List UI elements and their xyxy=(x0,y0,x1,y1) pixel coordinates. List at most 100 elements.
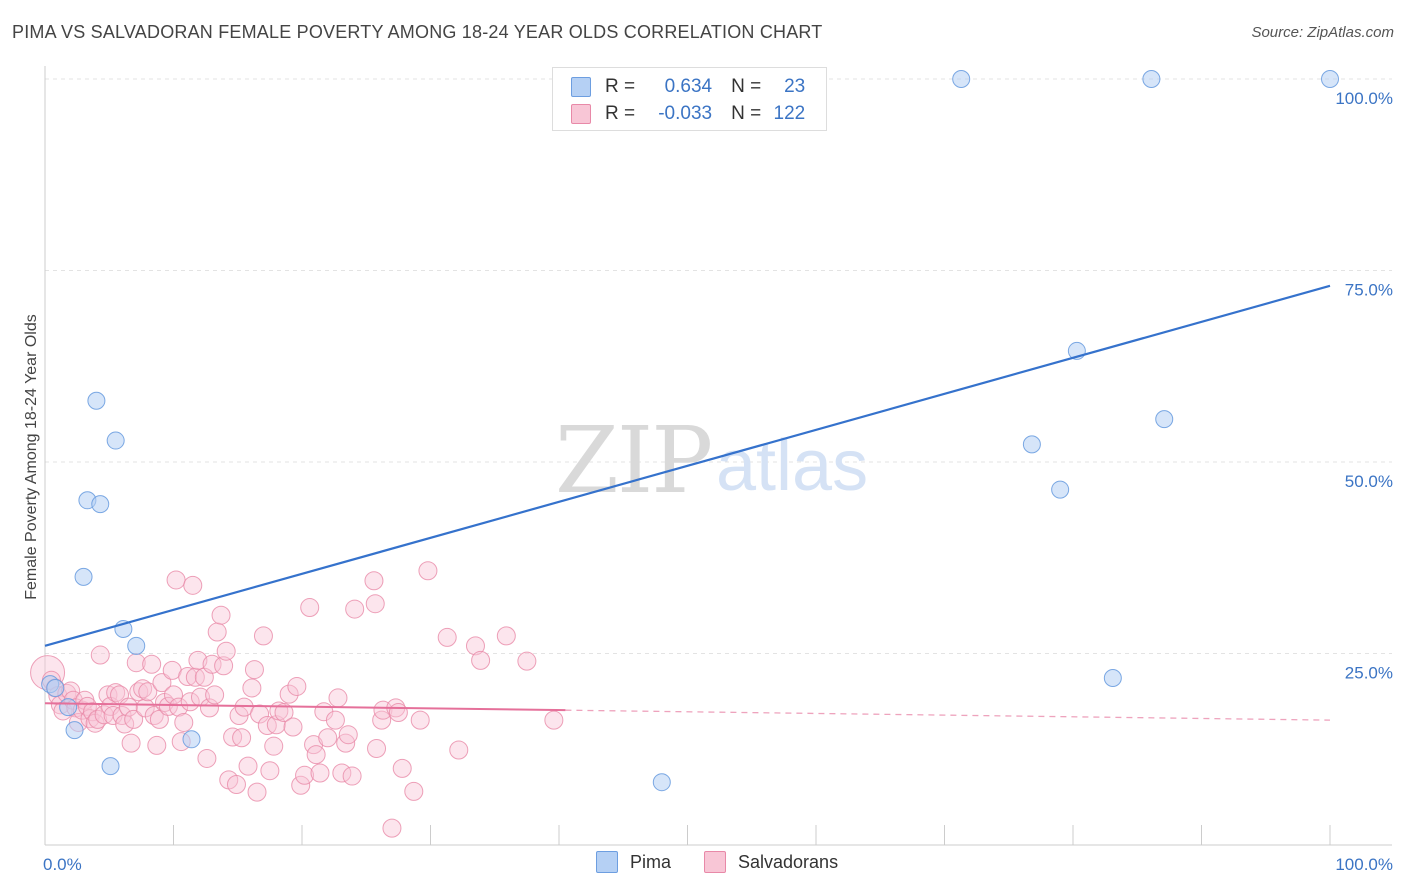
data-point-pima xyxy=(59,698,78,717)
bottom-legend-salvadorans: Salvadorans xyxy=(704,851,838,873)
data-point-pima xyxy=(74,567,93,586)
data-point-salvadorans xyxy=(253,626,273,646)
y-tick-label: 25.0% xyxy=(1345,664,1393,683)
watermark-atlas: atlas xyxy=(716,426,868,506)
bottom-legend-swatch-salvadorans xyxy=(704,851,726,873)
bottom-legend-label-pima: Pima xyxy=(630,851,672,872)
y-tick-label: 75.0% xyxy=(1345,281,1393,300)
data-point-salvadorans xyxy=(318,728,338,748)
data-point-salvadorans xyxy=(287,676,307,696)
data-point-pima xyxy=(87,391,106,410)
legend-swatch-pima xyxy=(571,77,591,97)
axes xyxy=(44,66,1392,846)
data-point-salvadorans xyxy=(449,740,469,760)
data-point-salvadorans xyxy=(517,651,537,671)
data-point-salvadorans xyxy=(166,570,186,590)
data-point-salvadorans xyxy=(264,736,284,756)
watermark: ZIP atlas xyxy=(555,407,868,514)
data-point-salvadorans xyxy=(133,679,153,699)
correlation-legend: R = 0.634 N = 23 R = -0.033 N = 122 xyxy=(552,67,827,131)
watermark-zip: ZIP xyxy=(555,407,711,514)
data-point-pima xyxy=(101,757,120,776)
data-point-salvadorans xyxy=(300,598,320,618)
data-point-salvadorans xyxy=(372,710,392,730)
data-point-salvadorans xyxy=(274,702,294,722)
chart-title: PIMA VS SALVADORAN FEMALE POVERTY AMONG … xyxy=(12,22,823,42)
data-point-pima xyxy=(127,636,146,655)
data-point-salvadorans xyxy=(211,605,231,625)
data-point-pima xyxy=(1321,70,1339,88)
data-point-salvadorans xyxy=(544,710,564,730)
data-point-salvadorans xyxy=(365,594,385,614)
x-tick-label: 100.0% xyxy=(1335,855,1393,874)
data-point-pima xyxy=(1142,70,1161,88)
data-point-salvadorans xyxy=(152,673,172,693)
data-point-salvadorans xyxy=(188,650,208,670)
data-point-pima xyxy=(1103,669,1122,688)
data-point-salvadorans xyxy=(418,561,438,581)
data-point-salvadorans xyxy=(164,685,183,705)
data-point-salvadorans xyxy=(178,666,198,686)
data-point-pima xyxy=(106,431,125,450)
data-point-salvadorans xyxy=(364,571,384,591)
trend-line-salvadorans xyxy=(44,702,566,712)
data-point-salvadorans xyxy=(325,710,345,730)
data-point-salvadorans xyxy=(183,575,203,595)
data-point-salvadorans xyxy=(197,748,217,768)
data-point-salvadorans xyxy=(283,717,303,737)
legend-n-value: 122 xyxy=(773,103,806,124)
data-point-pima xyxy=(652,773,671,792)
legend-r-value: -0.033 xyxy=(658,103,713,124)
legend-row-salvadorans: R = -0.033 N = 122 xyxy=(571,101,805,127)
data-point-salvadorans xyxy=(295,765,315,785)
data-point-salvadorans xyxy=(310,763,330,783)
data-point-salvadorans xyxy=(388,702,408,722)
data-point-pima xyxy=(952,70,971,88)
data-point-pima xyxy=(1155,410,1174,429)
data-point-salvadorans xyxy=(242,678,262,698)
data-point-salvadorans xyxy=(338,725,358,745)
data-point-salvadorans xyxy=(496,626,516,646)
bottom-legend-label-salvadorans: Salvadorans xyxy=(738,851,839,872)
series-pima xyxy=(41,70,1339,792)
data-point-pima xyxy=(1022,435,1041,454)
data-point-pima xyxy=(182,730,201,749)
data-point-salvadorans xyxy=(238,756,258,776)
data-point-salvadorans xyxy=(247,782,267,802)
legend-r-label: R = xyxy=(605,103,636,124)
data-point-salvadorans xyxy=(465,636,485,656)
legend-n-label: N = xyxy=(731,76,762,97)
data-point-salvadorans xyxy=(332,763,352,783)
data-point-salvadorans xyxy=(471,650,491,670)
data-point-salvadorans xyxy=(404,781,424,801)
y-tick-label: 100.0% xyxy=(1335,89,1393,108)
tick-labels: 25.0% 50.0% 75.0% 100.0% 0.0% 100.0% xyxy=(43,89,1393,874)
data-point-salvadorans xyxy=(250,704,270,724)
bottom-legend-pima: Pima xyxy=(596,851,671,873)
legend-r-value: 0.634 xyxy=(664,76,713,97)
data-point-salvadorans xyxy=(328,688,348,708)
data-point-salvadorans xyxy=(216,641,236,661)
legend-swatch-salvadorans xyxy=(571,104,591,124)
source-label: Source: ZipAtlas.com xyxy=(1251,24,1394,41)
legend-row-pima: R = 0.634 N = 23 xyxy=(571,74,805,100)
data-point-salvadorans xyxy=(342,766,362,786)
data-point-salvadorans xyxy=(121,733,141,753)
data-point-salvadorans xyxy=(410,710,430,730)
data-point-salvadorans xyxy=(169,697,189,717)
data-point-salvadorans xyxy=(142,654,162,674)
data-point-salvadorans xyxy=(147,735,167,755)
data-point-salvadorans xyxy=(124,709,144,729)
data-point-salvadorans xyxy=(279,684,299,704)
data-point-pima xyxy=(91,495,110,514)
data-point-pima xyxy=(65,721,84,740)
data-point-salvadorans xyxy=(144,706,164,726)
data-point-salvadorans xyxy=(205,685,225,705)
data-point-salvadorans xyxy=(232,728,252,748)
data-point-salvadorans xyxy=(119,697,139,717)
data-point-salvadorans xyxy=(77,696,97,716)
data-point-salvadorans xyxy=(90,645,110,665)
data-point-pima xyxy=(1051,480,1070,499)
data-point-pima xyxy=(46,678,65,697)
